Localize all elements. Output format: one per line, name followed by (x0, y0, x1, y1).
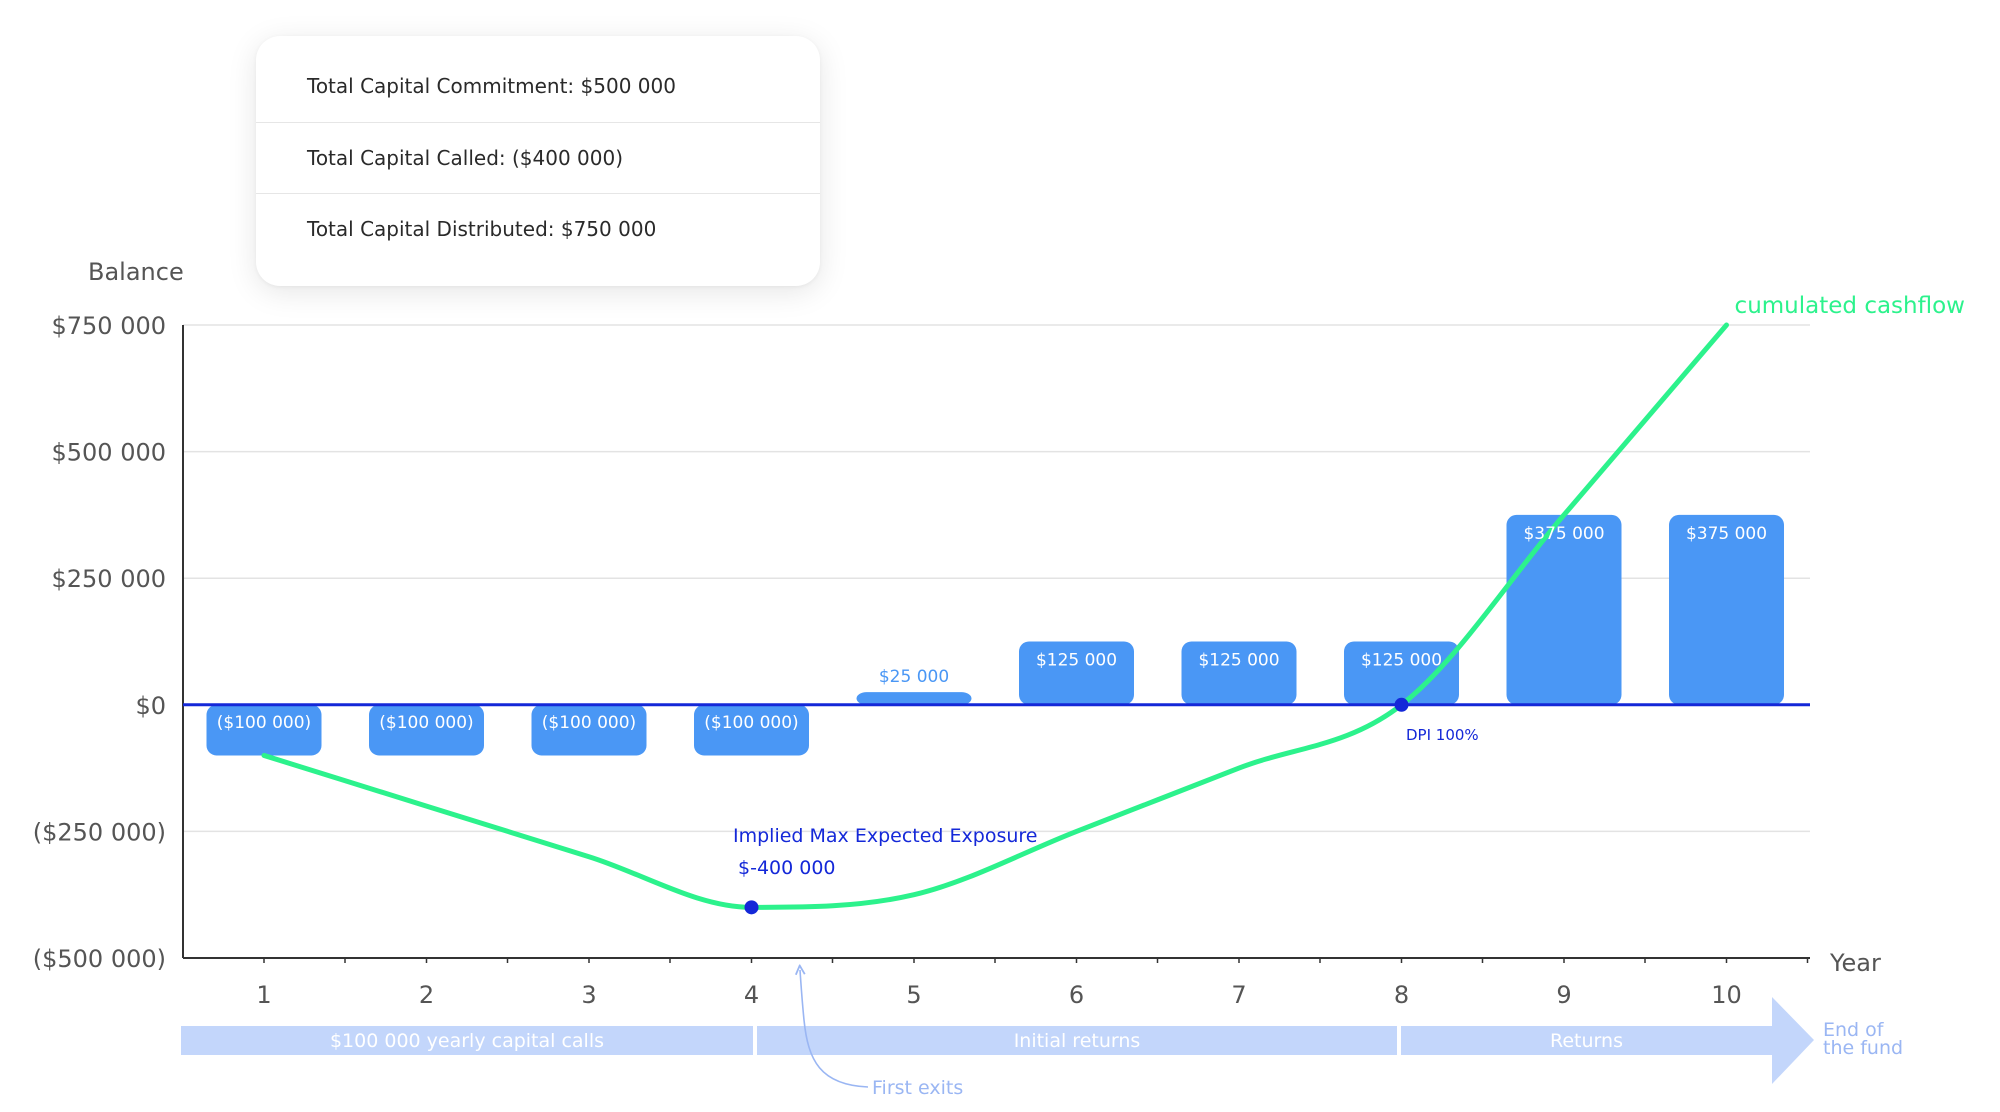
first-exits-label: First exits (872, 1077, 963, 1099)
y-tick-label: $250 000 (51, 565, 166, 593)
x-tick-label: 9 (1556, 981, 1571, 1009)
x-tick-label: 5 (906, 981, 921, 1009)
bar-value-label: $125 000 (1036, 651, 1117, 671)
x-axis-title: Year (1829, 949, 1881, 977)
x-tick-label: 8 (1394, 981, 1409, 1009)
phase-label: $100 000 yearly capital calls (330, 1030, 604, 1052)
max-exposure-title: Implied Max Expected Exposure (733, 825, 1037, 847)
y-axis-title: Balance (88, 258, 184, 286)
first-exits-arrow (800, 970, 869, 1088)
bar (1344, 641, 1459, 705)
phase-segment (1401, 1026, 1772, 1055)
y-tick-label: ($500 000) (33, 945, 166, 973)
bar-value-label: $375 000 (1686, 524, 1767, 544)
bar-value-label: $375 000 (1523, 524, 1604, 544)
bar-value-label: ($100 000) (379, 713, 473, 733)
bar (856, 692, 972, 705)
bar (1181, 641, 1297, 705)
total-commitment: Total Capital Commitment: $500 000 (256, 36, 820, 123)
phase-segment (181, 1026, 753, 1055)
bar (694, 704, 809, 756)
bar-value-label: ($100 000) (542, 713, 636, 733)
total-distributed: Total Capital Distributed: $750 000 (307, 217, 657, 241)
y-tick-label: $0 (135, 692, 166, 720)
bar-value-label: $125 000 (1198, 651, 1279, 671)
y-tick-label: $500 000 (51, 439, 166, 467)
bar (531, 704, 647, 756)
phase-timeline: $100 000 yearly capital calls Initial ret… (181, 970, 1903, 1099)
x-tick-label: 6 (1069, 981, 1084, 1009)
bar (369, 704, 484, 756)
x-tick-label: 3 (581, 981, 596, 1009)
dpi-point (1394, 697, 1409, 712)
dpi-label: DPI 100% (1406, 726, 1479, 744)
end-of-fund-label: the fund (1823, 1037, 1903, 1059)
max-exposure-value: $-400 000 (738, 857, 836, 879)
x-tick-label: 7 (1231, 981, 1246, 1009)
y-tick-label: ($250 000) (33, 818, 166, 846)
total-called: Total Capital Called: ($400 000) (256, 123, 820, 194)
x-tick-label: 10 (1711, 981, 1742, 1009)
cumulated-cashflow-series: cumulated cashflow (261, 293, 1965, 915)
x-tick-label: 2 (419, 981, 434, 1009)
phase-label: Returns (1550, 1030, 1623, 1052)
bar (1019, 641, 1134, 705)
bar-value-label: ($100 000) (704, 713, 798, 733)
phase-segment (757, 1026, 1397, 1055)
bar (206, 704, 322, 756)
summary-card: Total Capital Commitment: $500 000 Total… (256, 36, 820, 286)
series-label: cumulated cashflow (1735, 293, 1965, 319)
bar (1506, 514, 1622, 705)
bar-value-label: $125 000 (1361, 651, 1442, 671)
bars (206, 514, 1784, 756)
end-of-fund-label: End of (1823, 1019, 1885, 1041)
y-tick-label: $750 000 (51, 312, 166, 340)
timeline-arrowhead (1772, 997, 1814, 1084)
phase-label: Initial returns (1014, 1030, 1141, 1052)
axes: $750 000 $500 000 $250 000 $0 ($250 000) ($50… (33, 258, 1881, 1009)
max-exposure-point (744, 900, 759, 915)
labels: ($100 000) ($100 000) ($100 000) ($100 000)… (217, 524, 1767, 879)
bar-value-label: $25 000 (879, 667, 949, 687)
bar (1669, 514, 1784, 705)
x-tick-label: 1 (256, 981, 271, 1009)
bar-value-label: ($100 000) (217, 713, 311, 733)
x-tick-label: 4 (744, 981, 759, 1009)
cumulated-cashflow-line (261, 322, 1729, 910)
